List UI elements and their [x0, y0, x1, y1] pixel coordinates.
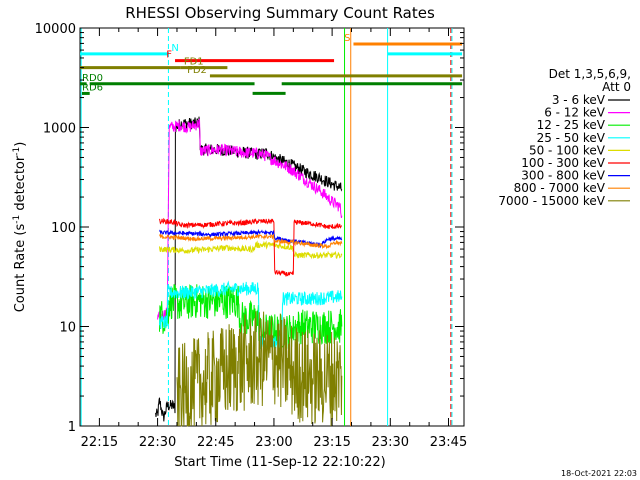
- y-tick-label: 1: [68, 420, 76, 435]
- status-bar-label: F: [166, 50, 172, 61]
- x-tick-label: 22:45: [197, 435, 234, 450]
- y-tick-label: 10000: [35, 22, 76, 37]
- status-bar-label: RD6: [82, 82, 103, 93]
- y-label-sup: -1: [12, 147, 22, 156]
- plot-frame: [79, 27, 465, 427]
- series-line: [176, 311, 343, 427]
- series-line: [159, 240, 343, 260]
- x-tick-label: 23:45: [430, 435, 467, 450]
- x-tick-label: 23:30: [372, 435, 409, 450]
- legend-label: 12 - 25 keV: [537, 118, 606, 132]
- status-bar-label: FD1: [184, 57, 204, 68]
- generated-timestamp: 18-Oct-2021 22:03: [561, 469, 637, 478]
- y-label-part: Count Rate (s: [13, 224, 28, 313]
- vertical-markers: [80, 28, 453, 426]
- y-tick-label: 100: [51, 221, 76, 236]
- series-line: [159, 280, 343, 349]
- y-label-part: ): [13, 142, 28, 147]
- legend-label: 50 - 100 keV: [529, 143, 606, 157]
- legend-label: 300 - 800 keV: [521, 169, 605, 183]
- legend-label: 100 - 300 keV: [521, 156, 605, 170]
- y-label-part: detector: [13, 155, 28, 215]
- x-axis-ticks: 22:15 22:30 22:45 23:00 23:15 23:30 23:45: [79, 28, 467, 450]
- y-tick-label: 1000: [43, 122, 76, 137]
- legend-label: 3 - 6 keV: [552, 93, 606, 107]
- series-lines: [155, 116, 343, 427]
- legend-label: 25 - 50 keV: [537, 131, 606, 145]
- legend-label: 7000 - 15000 keV: [498, 194, 605, 208]
- status-bar-label: FD2: [187, 65, 207, 76]
- chart-title: RHESSI Observing Summary Count Rates: [125, 4, 435, 22]
- y-label-sup: -1: [12, 215, 22, 224]
- legend-header-line1: Det 1,3,5,6,9,: [549, 67, 631, 81]
- status-bar-label: S: [344, 33, 350, 44]
- x-tick-label: 22:30: [139, 435, 176, 450]
- series-line: [159, 217, 343, 277]
- x-tick-label: 22:15: [81, 435, 118, 450]
- x-tick-label: 23:15: [313, 435, 350, 450]
- legend-label: 800 - 7000 keV: [514, 181, 606, 195]
- status-bar-label: N: [171, 43, 178, 54]
- legend-header-line2: Att 0: [602, 80, 631, 94]
- legend-label: 6 - 12 keV: [544, 106, 606, 120]
- series-line: [159, 233, 343, 250]
- x-axis-label: Start Time (11-Sep-12 22:10:22): [174, 455, 385, 470]
- y-axis-label: Count Rate (s-1 detector-1): [12, 142, 28, 313]
- status-bar-label: RD0: [82, 73, 103, 84]
- y-tick-label: 10: [59, 321, 76, 336]
- y-axis-ticks: 1 10 100 1000 10000: [35, 22, 464, 435]
- series-line: [157, 118, 343, 322]
- x-tick-label: 23:00: [255, 435, 292, 450]
